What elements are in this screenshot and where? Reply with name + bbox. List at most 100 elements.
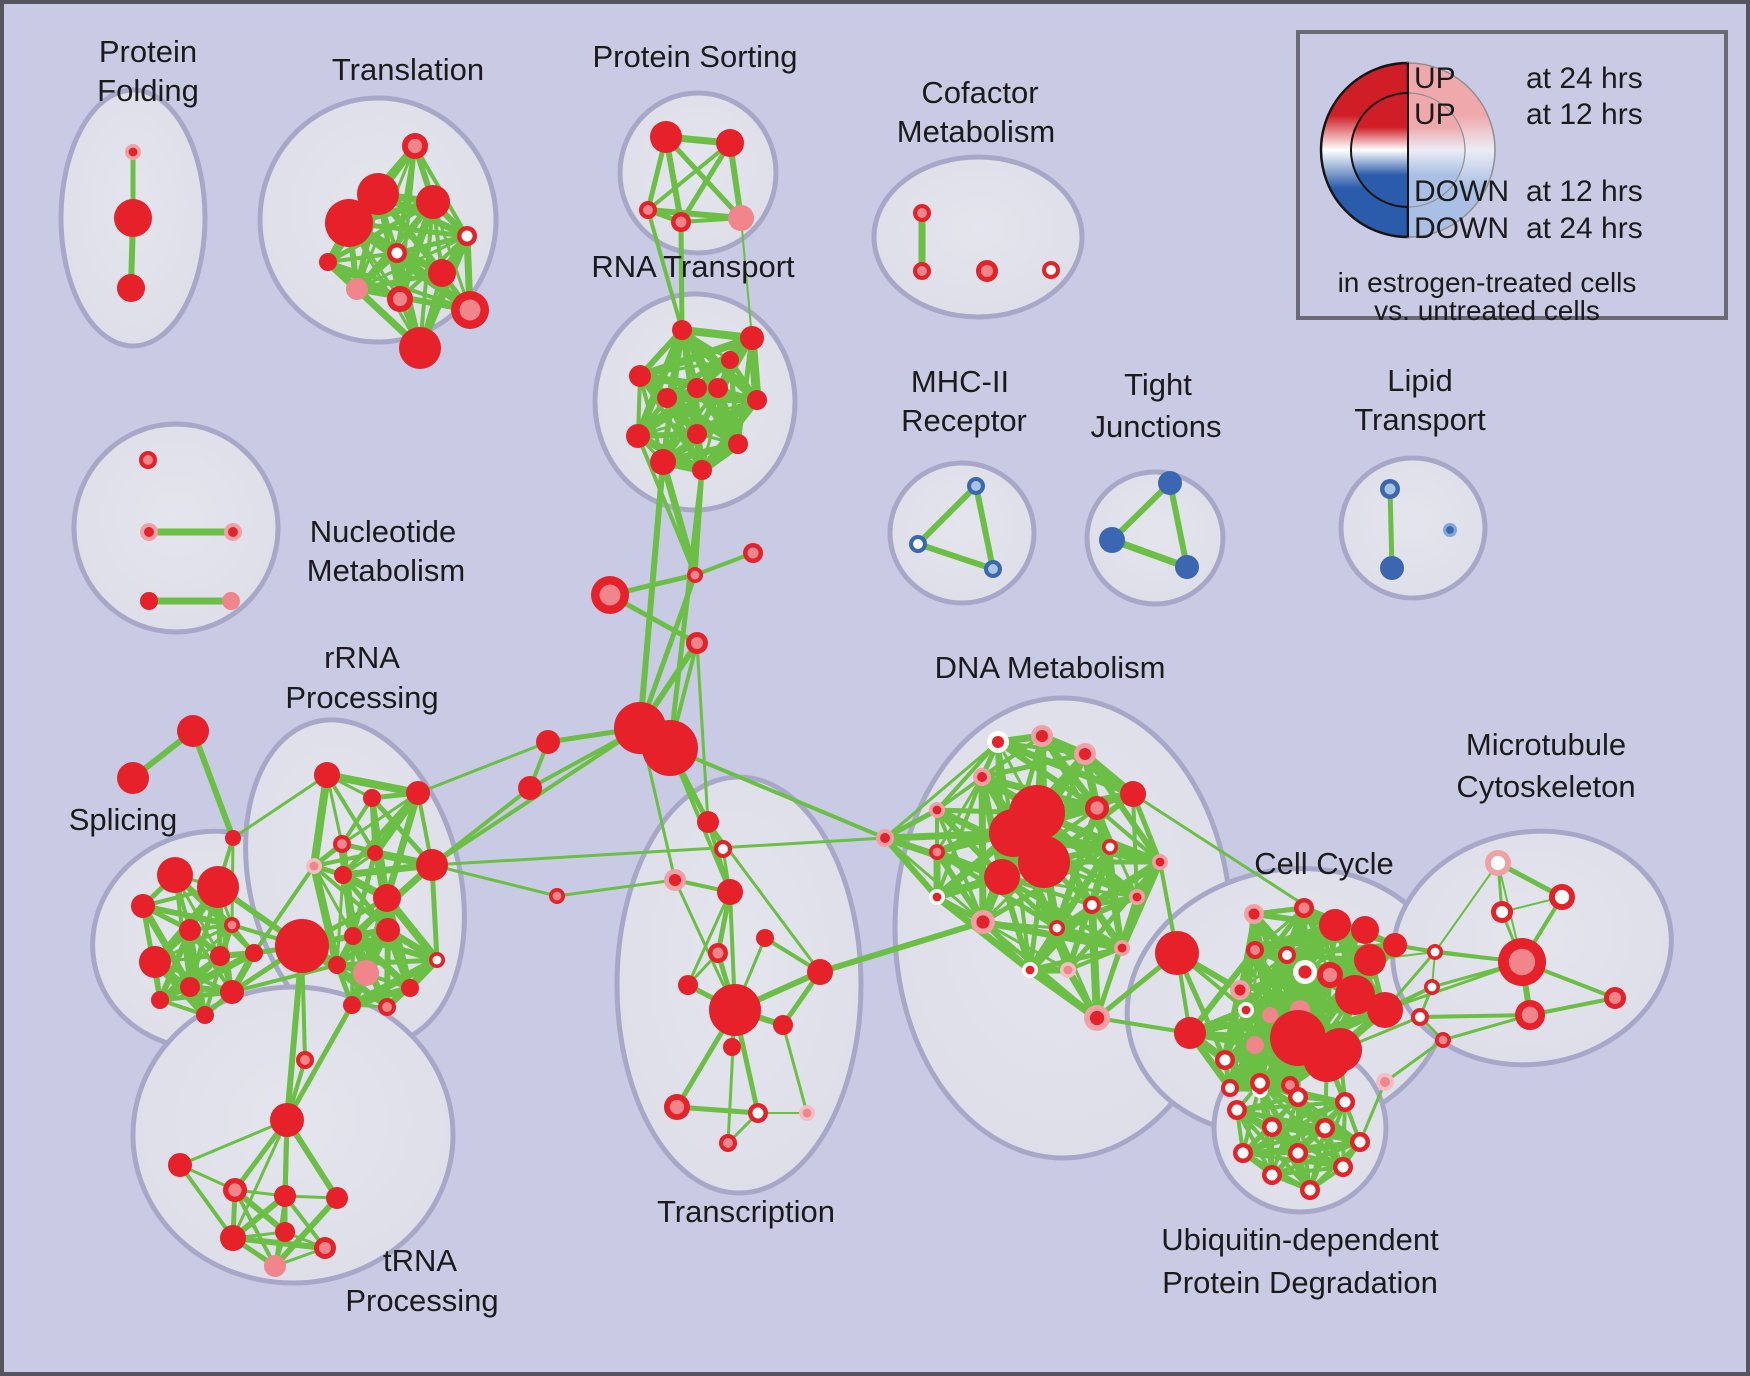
node[interactable]	[1262, 1117, 1282, 1137]
node[interactable]	[168, 1153, 192, 1177]
node[interactable]	[344, 927, 362, 945]
node[interactable]	[270, 1103, 304, 1137]
node[interactable]	[626, 424, 650, 448]
node[interactable]	[650, 121, 682, 153]
node[interactable]	[117, 762, 149, 794]
node[interactable]	[131, 894, 155, 918]
node[interactable]	[971, 910, 995, 934]
node[interactable]	[1288, 1143, 1308, 1163]
node[interactable]	[876, 829, 894, 847]
node[interactable]	[306, 858, 322, 874]
node[interactable]	[913, 262, 931, 280]
node[interactable]	[1120, 781, 1146, 807]
node[interactable]	[416, 849, 448, 881]
node[interactable]	[929, 844, 945, 860]
node[interactable]	[1155, 931, 1199, 975]
node[interactable]	[1293, 960, 1317, 984]
node[interactable]	[1114, 940, 1130, 956]
node[interactable]	[220, 980, 244, 1004]
node[interactable]	[1102, 839, 1118, 855]
node[interactable]	[984, 560, 1002, 578]
node[interactable]	[1244, 904, 1264, 924]
node[interactable]	[728, 434, 748, 454]
node[interactable]	[664, 869, 686, 891]
node[interactable]	[387, 286, 413, 312]
node[interactable]	[1491, 901, 1513, 923]
node[interactable]	[773, 1015, 793, 1035]
node[interactable]	[224, 917, 240, 933]
node[interactable]	[177, 715, 209, 747]
node[interactable]	[296, 1051, 314, 1069]
node[interactable]	[357, 173, 399, 215]
node[interactable]	[1383, 933, 1407, 957]
node[interactable]	[319, 253, 337, 271]
node[interactable]	[125, 144, 141, 160]
node[interactable]	[642, 720, 698, 776]
node[interactable]	[1411, 1008, 1429, 1026]
node[interactable]	[1300, 1180, 1320, 1200]
node[interactable]	[1215, 1050, 1235, 1070]
node[interactable]	[1376, 1073, 1394, 1091]
node[interactable]	[1152, 854, 1168, 870]
node[interactable]	[429, 952, 445, 968]
node[interactable]	[224, 523, 242, 541]
node[interactable]	[387, 243, 407, 263]
node[interactable]	[333, 835, 351, 853]
node[interactable]	[909, 535, 927, 553]
node[interactable]	[743, 543, 763, 563]
node[interactable]	[428, 259, 456, 287]
node[interactable]	[220, 1225, 246, 1251]
node[interactable]	[139, 451, 157, 469]
node[interactable]	[1238, 1002, 1254, 1018]
node[interactable]	[1367, 992, 1403, 1028]
node[interactable]	[687, 567, 703, 583]
node[interactable]	[967, 477, 985, 495]
node[interactable]	[1233, 1143, 1253, 1163]
node[interactable]	[1049, 920, 1065, 936]
node[interactable]	[1380, 479, 1400, 499]
node[interactable]	[799, 1105, 815, 1121]
node[interactable]	[139, 946, 171, 978]
node[interactable]	[1443, 523, 1457, 537]
node[interactable]	[723, 1038, 741, 1056]
node[interactable]	[196, 1006, 214, 1024]
node[interactable]	[1317, 962, 1343, 988]
node[interactable]	[536, 730, 560, 754]
node[interactable]	[1250, 1073, 1270, 1093]
node[interactable]	[117, 274, 145, 302]
node[interactable]	[697, 811, 719, 833]
node[interactable]	[1042, 261, 1060, 279]
node[interactable]	[457, 226, 477, 246]
node[interactable]	[1060, 962, 1076, 978]
node[interactable]	[275, 1222, 295, 1242]
node[interactable]	[1278, 946, 1296, 964]
node[interactable]	[399, 327, 441, 369]
node[interactable]	[1074, 743, 1096, 765]
node[interactable]	[1354, 944, 1386, 976]
node[interactable]	[1221, 1079, 1239, 1097]
node[interactable]	[678, 975, 698, 995]
node[interactable]	[692, 460, 712, 480]
node[interactable]	[1335, 975, 1375, 1015]
node[interactable]	[929, 802, 945, 818]
node[interactable]	[376, 918, 400, 942]
node[interactable]	[274, 1185, 296, 1207]
node[interactable]	[1335, 1092, 1355, 1112]
node[interactable]	[1230, 980, 1250, 1000]
node[interactable]	[721, 351, 739, 369]
node[interactable]	[708, 378, 728, 398]
node[interactable]	[714, 840, 732, 858]
node[interactable]	[222, 592, 240, 610]
node[interactable]	[976, 260, 998, 282]
node[interactable]	[314, 1237, 336, 1259]
node[interactable]	[343, 996, 361, 1014]
node[interactable]	[1515, 1000, 1545, 1030]
node[interactable]	[1018, 836, 1070, 888]
node[interactable]	[1099, 527, 1125, 553]
node[interactable]	[140, 523, 158, 541]
node[interactable]	[1175, 555, 1199, 579]
node[interactable]	[1315, 1118, 1335, 1138]
node[interactable]	[728, 205, 754, 231]
node[interactable]	[672, 320, 692, 340]
